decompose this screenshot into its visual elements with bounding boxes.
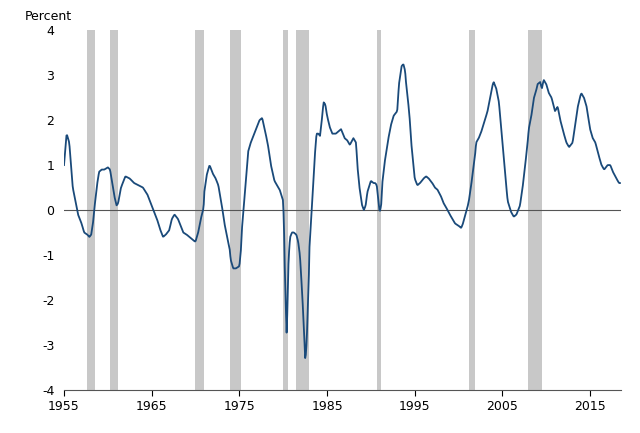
Bar — [296, 30, 309, 390]
Bar — [195, 30, 204, 390]
Bar — [528, 30, 542, 390]
Bar — [377, 30, 381, 390]
Bar — [469, 30, 476, 390]
Bar — [230, 30, 241, 390]
Bar — [110, 30, 118, 390]
Bar — [284, 30, 287, 390]
Bar — [88, 30, 95, 390]
Text: Percent: Percent — [25, 10, 72, 23]
